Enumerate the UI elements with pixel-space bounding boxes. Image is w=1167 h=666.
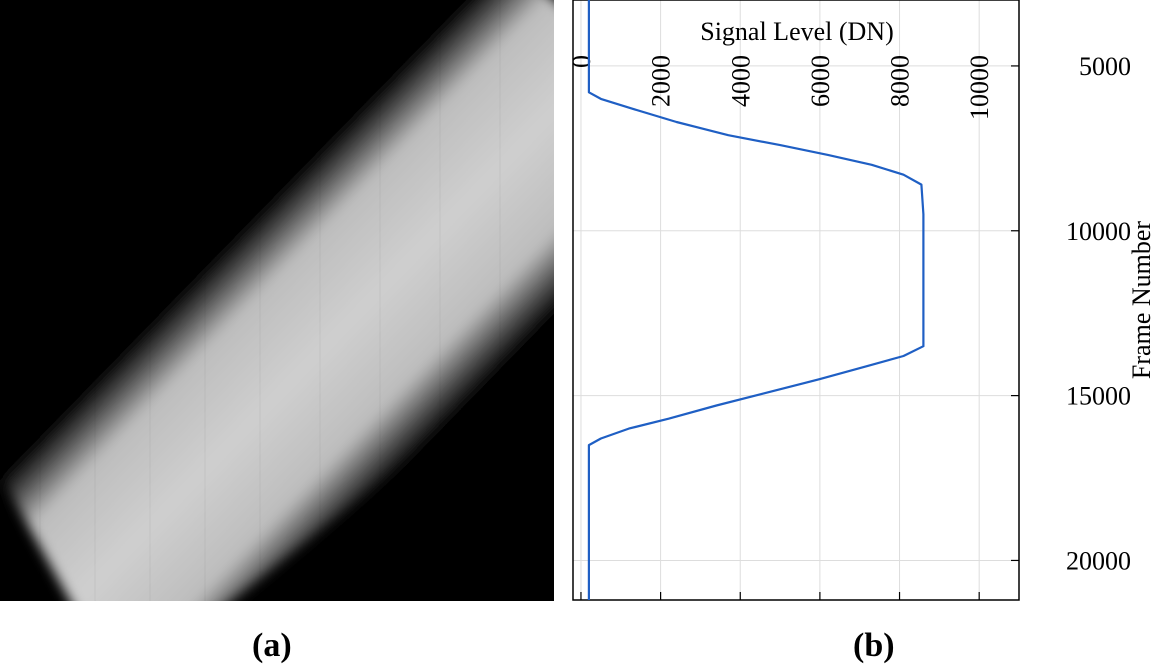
x-axis-title: Signal Level (DN) <box>700 17 894 46</box>
y-tick-label: 5000 <box>1079 52 1131 81</box>
x-axis: 0 2000 4000 6000 8000 10000 <box>567 55 994 600</box>
streak-image <box>0 0 554 601</box>
grid <box>573 0 1019 600</box>
y-axis: 5000 10000 15000 20000 <box>1011 52 1131 575</box>
panel-a-label: (a) <box>252 627 292 664</box>
x-tick-label: 10000 <box>965 55 994 120</box>
x-tick-label: 6000 <box>806 55 835 107</box>
vertical-striations <box>39 0 501 601</box>
bright-band <box>0 0 554 601</box>
x-tick-label: 2000 <box>647 55 676 107</box>
panel-a-image <box>0 0 554 601</box>
y-tick-label: 10000 <box>1066 217 1131 246</box>
y-axis-title: Frame Number <box>1127 221 1156 379</box>
x-tick-label: 4000 <box>726 55 755 107</box>
x-tick-label: 0 <box>567 55 596 68</box>
panel-b-label: (b) <box>853 627 895 664</box>
signal-series-line <box>587 0 925 600</box>
x-tick-label: 8000 <box>886 55 915 107</box>
y-tick-label: 20000 <box>1066 546 1131 575</box>
y-tick-label: 15000 <box>1066 382 1131 411</box>
plot-frame <box>572 0 1020 601</box>
